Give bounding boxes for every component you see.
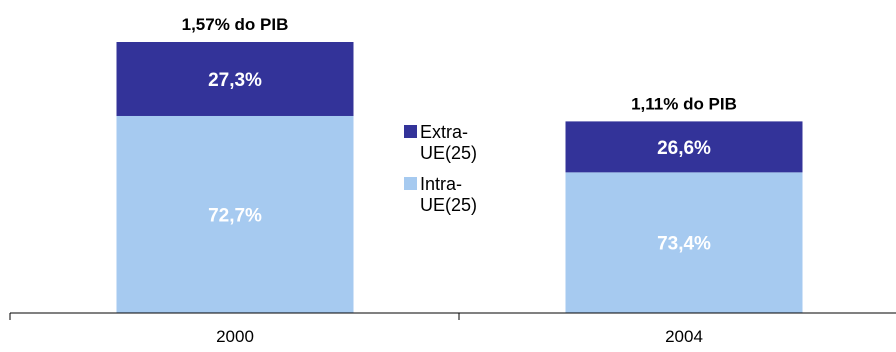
bar-segment-2004-intra [565, 172, 803, 313]
labels-layer: 72,7% 27,3% 1,57% do PIB 73,4% 26,6% 1,11% do… [182, 15, 737, 255]
legend-swatch-intra [404, 177, 417, 190]
bar-segment-2000-intra [116, 115, 354, 313]
legend-label-extra-line-2: UE(25) [420, 143, 477, 163]
legend-label-intra-line-2: UE(25) [420, 195, 477, 215]
total-label-2000: 1,57% do PIB [182, 15, 289, 34]
x-axis: 2000 2004 [9, 312, 896, 346]
data-label-2000-intra: 72,7% [208, 205, 262, 226]
bar-segment-2000-extra [116, 42, 354, 116]
x-tick-label-2004: 2004 [665, 327, 703, 346]
data-label-2004-extra: 26,6% [657, 138, 711, 159]
bar-segment-2004-extra [565, 121, 803, 173]
legend-label-extra-line-1: Extra- [420, 122, 468, 142]
x-tick-label-2000: 2000 [216, 327, 254, 346]
total-label-2004: 1,11% do PIB [631, 94, 737, 113]
legend-label-intra-line-1: Intra- [420, 174, 462, 194]
legend-swatch-extra [404, 125, 417, 138]
legend: Extra-UE(25)Intra-UE(25) [404, 122, 477, 215]
data-label-2000-extra: 27,3% [208, 70, 262, 91]
data-label-2004-intra: 73,4% [657, 234, 711, 255]
bars-layer [116, 42, 803, 313]
